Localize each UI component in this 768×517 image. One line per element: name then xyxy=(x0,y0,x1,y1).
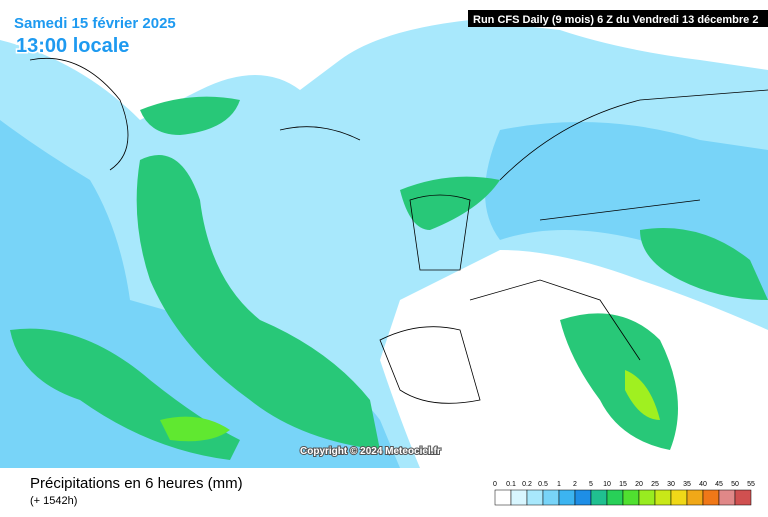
map-date: Samedi 15 février 2025 xyxy=(14,15,176,32)
legend-swatch xyxy=(558,489,576,506)
precip-bright xyxy=(625,370,660,420)
legend-swatch xyxy=(702,489,720,506)
legend-swatch xyxy=(510,489,528,506)
legend-swatch xyxy=(638,489,656,506)
legend-swatch xyxy=(734,489,752,506)
legend-label: 35 xyxy=(683,481,691,488)
legend-swatch xyxy=(542,489,560,506)
legend-label: 0.1 xyxy=(506,481,516,488)
precip-bright xyxy=(160,416,230,442)
legend-label: 20 xyxy=(635,481,643,488)
legend: 0 0.1 0.2 0.5 1 2 5 10 15 20 25 30 35 40 45 50 55 xyxy=(493,481,755,506)
legend-label: 40 xyxy=(699,481,707,488)
legend-swatch xyxy=(606,489,624,506)
legend-label: 45 xyxy=(715,481,723,488)
precip-green xyxy=(136,155,380,450)
legend-swatch xyxy=(494,489,512,506)
legend-label: 2 xyxy=(573,481,577,488)
legend-label: 10 xyxy=(603,481,611,488)
copyright: Copyright © 2024 Meteociel.fr xyxy=(300,446,441,457)
legend-label: 0.2 xyxy=(522,481,532,488)
legend-label: 1 xyxy=(557,481,561,488)
legend-label: 50 xyxy=(731,481,739,488)
coastline xyxy=(29,57,768,404)
footer-title: Précipitations en 6 heures (mm) xyxy=(30,475,243,492)
precip-green xyxy=(640,228,768,300)
legend-label: 0.5 xyxy=(538,481,548,488)
legend-swatch xyxy=(686,489,704,506)
legend-label: 30 xyxy=(667,481,675,488)
legend-swatch xyxy=(622,489,640,506)
run-info: Run CFS Daily (9 mois) 6 Z du Vendredi 1… xyxy=(473,14,758,26)
legend-label: 5 xyxy=(589,481,593,488)
map xyxy=(0,20,768,468)
map-time: 13:00 locale xyxy=(16,35,129,57)
legend-label: 55 xyxy=(747,481,755,488)
legend-label: 25 xyxy=(651,481,659,488)
footer-lead: (+ 1542h) xyxy=(30,495,77,507)
legend-swatch xyxy=(526,489,544,506)
legend-swatch xyxy=(654,489,672,506)
precip-green xyxy=(140,96,240,135)
legend-swatch xyxy=(670,489,688,506)
precip-green xyxy=(400,176,500,230)
legend-swatch xyxy=(718,489,736,506)
legend-label: 0 xyxy=(493,481,497,488)
legend-swatch xyxy=(590,489,608,506)
run-box xyxy=(468,10,768,27)
legend-swatch xyxy=(574,489,592,506)
legend-label: 15 xyxy=(619,481,627,488)
